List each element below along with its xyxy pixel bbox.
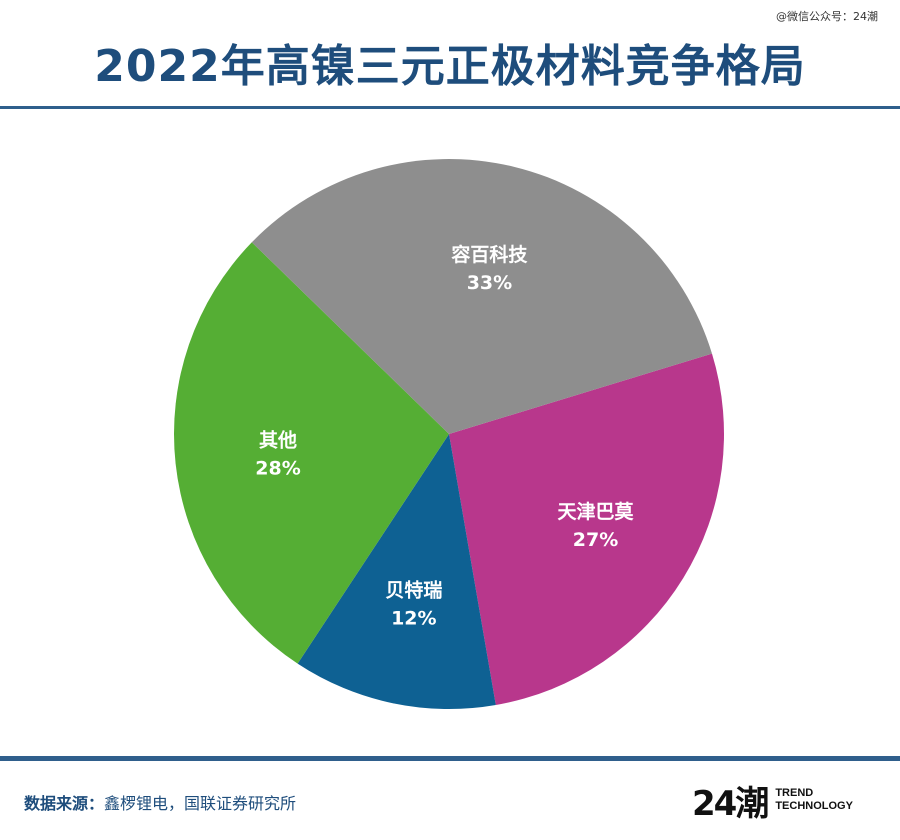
logo-text-line1: TREND	[775, 787, 814, 799]
slice-value-label: 33%	[467, 272, 512, 294]
chart-title: 2022年高镍三元正极材料竞争格局	[94, 41, 806, 92]
slice-value-label: 27%	[573, 529, 618, 551]
pie-slice	[449, 353, 725, 705]
slice-label: 贝特瑞	[385, 578, 442, 601]
pie-slice	[297, 434, 496, 709]
source-label: 数据来源：	[24, 794, 105, 813]
pie-slice	[251, 158, 712, 435]
slice-label: 其他	[259, 429, 297, 452]
logo-text: TREND TECHNOLOGY	[775, 787, 853, 813]
footer-divider	[0, 756, 900, 761]
logo-mark: 24潮	[692, 783, 769, 824]
brand-logo: 24潮 TREND TECHNOLOGY	[692, 778, 853, 824]
watermark: @微信公众号：24潮	[776, 10, 878, 23]
slice-label: 天津巴莫	[557, 500, 634, 523]
pie-chart: 天津巴莫 27% 贝特瑞 12% 其他 28% 容百科技 33%	[173, 158, 725, 709]
title-divider	[0, 106, 900, 109]
source-note: 数据来源：鑫椤锂电，国联证券研究所	[24, 790, 296, 814]
slice-value-label: 28%	[255, 458, 300, 480]
pie-slice	[173, 242, 449, 664]
source-text: 鑫椤锂电，国联证券研究所	[104, 794, 297, 813]
slice-label: 容百科技	[451, 243, 528, 266]
slice-value-label: 12%	[391, 607, 436, 629]
logo-text-line2: TECHNOLOGY	[775, 800, 853, 812]
